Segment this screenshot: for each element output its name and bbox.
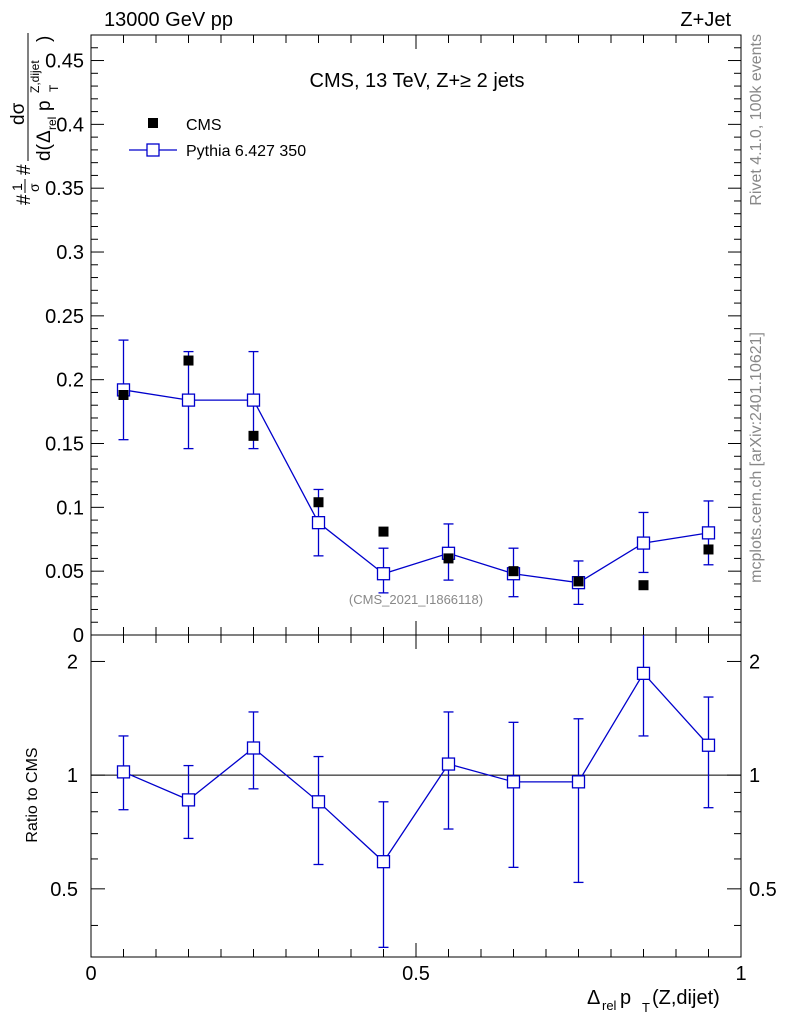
main-plot-title: CMS, 13 TeV, Z+≥ 2 jets — [310, 70, 525, 92]
cms-marker — [118, 390, 129, 400]
ratio-marker — [246, 741, 261, 755]
legend-marker-cms — [148, 118, 158, 128]
ratio-marker — [441, 757, 456, 771]
ratio-marker — [636, 666, 651, 681]
ratio-line — [123, 672, 709, 863]
x-label-delta: Δ — [587, 987, 600, 1009]
main-y-tick-label: 0.35 — [45, 178, 84, 200]
x-label-p: p — [620, 987, 631, 1009]
y-label-t-sub: T — [47, 84, 61, 92]
y-label-sigma: σ — [26, 183, 42, 192]
cms-marker — [378, 526, 389, 537]
y-label-one: 1 — [9, 183, 25, 191]
cms-marker — [183, 355, 194, 366]
ratio-marker — [181, 793, 196, 807]
main-y-tick-label: 0.25 — [45, 306, 84, 328]
cms-marker — [313, 497, 324, 508]
legend-marker-pythia — [146, 143, 160, 157]
ratio-marker — [376, 855, 391, 869]
ratio-markers — [116, 666, 716, 869]
y-label-dsigma: dσ — [8, 102, 29, 125]
pythia-marker — [311, 516, 326, 530]
y-label-hash-2: # — [14, 164, 35, 175]
legend-label-pythia: Pythia 6.427 350 — [186, 143, 306, 160]
main-y-axis-label: # 1 σ # dσ d( Δ rel p T Z,dijet ) — [8, 33, 61, 205]
ratio-y-tick-label: 0.5 — [50, 879, 78, 901]
ratio-y-axis-label: Ratio to CMS — [24, 747, 41, 842]
y-label-d: d( — [34, 143, 55, 161]
main-y-tick-label: 0.45 — [45, 51, 84, 73]
main-y-tick-label: 0.3 — [56, 242, 84, 264]
analysis-watermark: (CMS_2021_I1866118) — [349, 592, 483, 607]
mcplots-label: mcplots.cern.ch [arXiv:2401.10621] — [748, 332, 765, 583]
cms-marker — [703, 544, 714, 555]
header-left-label: 13000 GeV pp — [104, 9, 233, 31]
pythia-marker — [181, 393, 196, 407]
pythia-markers — [116, 383, 716, 590]
ratio-y-axis: 0.5 0.5 1 1 2 2 — [50, 651, 777, 926]
cms-marker — [443, 553, 454, 564]
x-tick-label: 0.5 — [402, 963, 430, 985]
ratio-marker — [311, 795, 326, 809]
ratio-y-tick-label-right: 0.5 — [749, 879, 777, 901]
pythia-marker — [246, 393, 261, 407]
x-label-rel: rel — [602, 998, 617, 1013]
main-y-tick-label: 0.1 — [56, 497, 84, 519]
ratio-plot-panel: 0.5 0.51 12 2 0 0.5 1 Ratio to CMS — [24, 634, 777, 985]
ratio-y-tick-label-right: 1 — [749, 765, 760, 787]
pythia-marker — [701, 526, 716, 540]
legend-label-cms: CMS — [186, 117, 222, 134]
x-tick-label: 1 — [735, 963, 746, 985]
cms-marker — [573, 576, 584, 587]
cms-markers — [118, 355, 714, 591]
main-y-tick-label: 0.4 — [56, 114, 84, 136]
x-label-rest: (Z,dijet) — [652, 987, 720, 1009]
ratio-marker — [571, 775, 586, 789]
main-y-tick-label: 0.15 — [45, 434, 84, 456]
cms-marker — [508, 566, 519, 577]
main-plot-panel: 0 0.05 0.1 0.15 0.2 0.25 0.3 0.35 0.4 0.45 CMS, 1… — [8, 33, 742, 647]
ratio-error-bars — [118, 635, 714, 948]
ratio-marker — [701, 738, 716, 752]
pythia-line — [123, 389, 709, 584]
main-y-tick-label: 0 — [73, 625, 84, 647]
pythia-marker — [636, 536, 651, 550]
main-x-ticks — [90, 35, 742, 635]
x-axis-label: Δ rel p T (Z,dijet) — [587, 987, 720, 1015]
cms-marker — [638, 580, 649, 591]
ratio-y-tick-label: 2 — [67, 651, 78, 673]
legend: CMS Pythia 6.427 350 — [129, 117, 306, 160]
main-y-tick-label: 0.05 — [45, 561, 84, 583]
ratio-marker — [116, 765, 131, 779]
ratio-marker — [506, 775, 521, 789]
x-tick-label: 0 — [85, 963, 96, 985]
ratio-y-tick-label: 1 — [67, 765, 78, 787]
y-label-hash-1: # — [14, 194, 35, 205]
header-right-label: Z+Jet — [680, 9, 731, 31]
pythia-marker — [376, 567, 391, 581]
ratio-x-axis: 0 0.5 1 — [85, 635, 747, 985]
y-label-rel: rel — [45, 117, 59, 130]
y-label-close: ) — [34, 36, 55, 42]
y-label-p: p — [34, 100, 55, 111]
main-y-tick-label: 0.2 — [56, 370, 84, 392]
pythia-error-bars — [118, 339, 714, 606]
y-label-superscript: Z,dijet — [28, 60, 42, 93]
rivet-label: Rivet 4.1.0, 100k events — [748, 34, 765, 206]
main-y-axis: 0 0.05 0.1 0.15 0.2 0.25 0.3 0.35 0.4 0.45 — [45, 34, 741, 647]
cms-marker — [248, 430, 259, 441]
y-label-delta: Δ — [34, 130, 55, 143]
ratio-y-tick-label-right: 2 — [749, 651, 760, 673]
x-label-t-sub: T — [642, 1000, 650, 1015]
